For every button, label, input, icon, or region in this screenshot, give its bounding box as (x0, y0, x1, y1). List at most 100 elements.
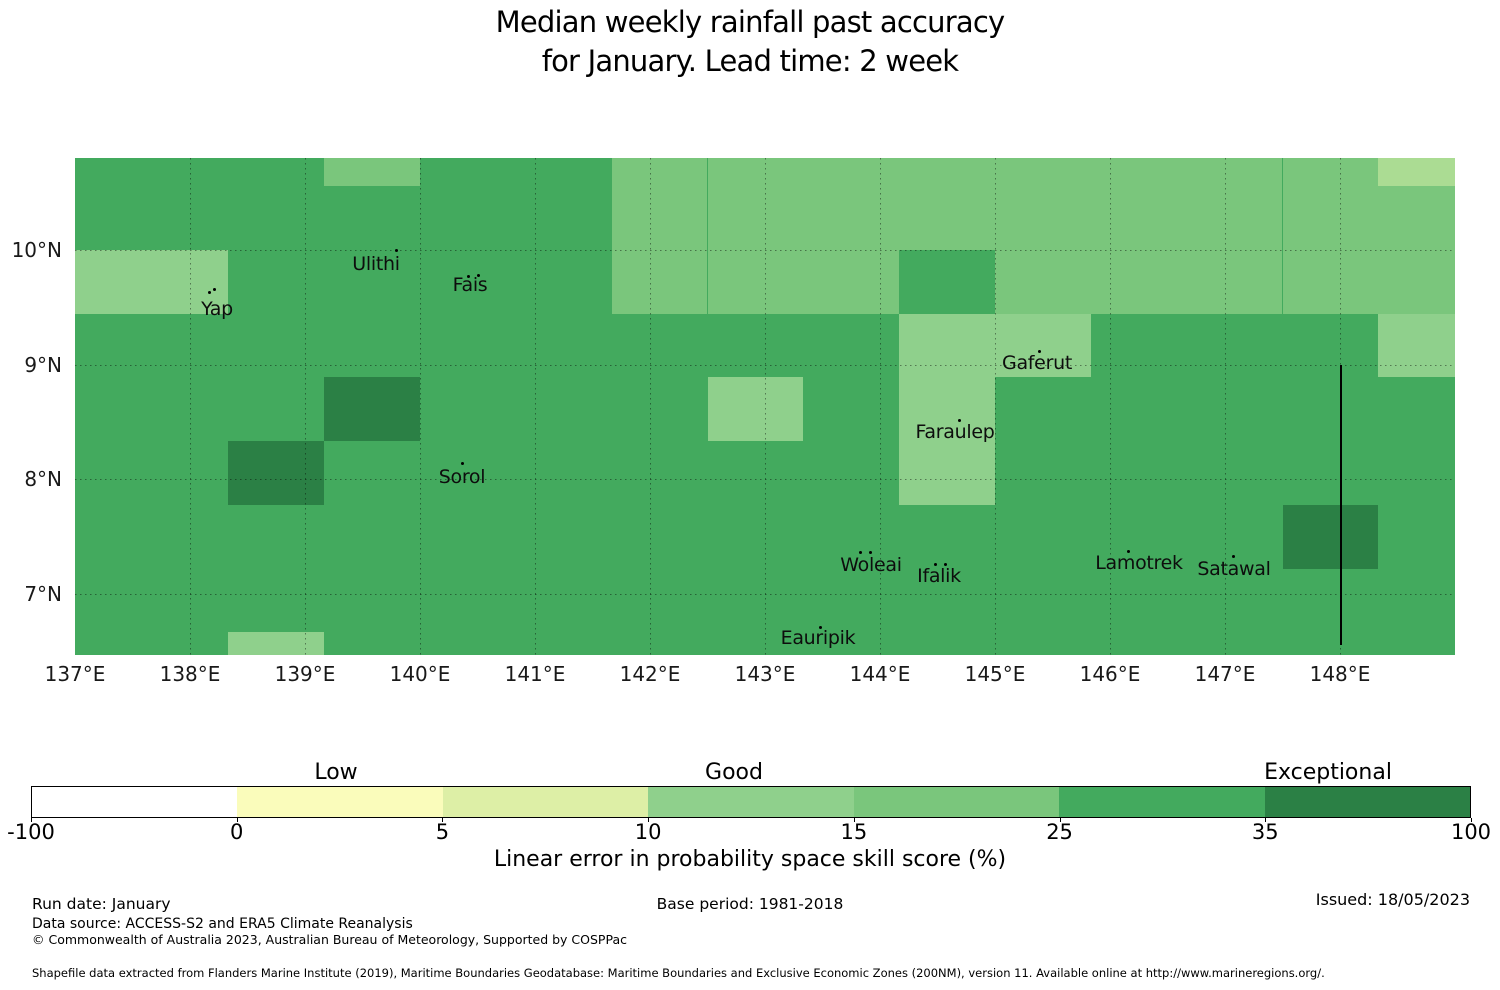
map-cell (515, 568, 612, 633)
map-cell (228, 158, 325, 187)
map-cell (228, 568, 325, 633)
map-cell (75, 186, 133, 250)
map-cell (1090, 568, 1187, 633)
map-cell (324, 313, 420, 378)
map-cell (995, 186, 1091, 250)
gridline-vertical (420, 158, 421, 655)
map-cell (1282, 377, 1379, 442)
colorbar-axis-label: Linear error in probability space skill … (493, 847, 1007, 872)
y-tick-label: 10°N (11, 238, 62, 262)
map-cell (515, 504, 612, 569)
map-cell (132, 441, 229, 505)
map-cell (515, 186, 612, 250)
x-tick-label: 141°E (504, 662, 566, 686)
gridline-vertical (650, 158, 651, 655)
x-tick-label: 148°E (1309, 662, 1371, 686)
island-marker-dot (467, 275, 470, 278)
gridline-vertical (765, 158, 766, 655)
gridline-vertical (880, 158, 881, 655)
gridline-horizontal (75, 250, 1455, 251)
map-cell (611, 632, 708, 655)
map-cell (1186, 186, 1283, 250)
map-cell (132, 377, 229, 442)
map-cell (75, 377, 133, 442)
map-cell (995, 250, 1091, 314)
map-cell (132, 504, 229, 569)
map-cell (1378, 504, 1455, 569)
map-cell (420, 313, 516, 378)
map-cell (1090, 441, 1187, 505)
chart-title: Median weekly rainfall past accuracy for… (0, 3, 1500, 81)
map-cell (132, 250, 229, 314)
island-marker-dot (208, 291, 211, 294)
map-cell (1282, 504, 1379, 569)
x-tick-label: 138°E (159, 662, 221, 686)
map-cell (995, 441, 1091, 505)
map-cell (75, 158, 133, 187)
gridline-vertical (190, 158, 191, 655)
map-cell (1378, 441, 1455, 505)
map-cell (803, 313, 900, 378)
colorbar-tick-label: 35 (1251, 820, 1279, 844)
gridline-vertical (305, 158, 306, 655)
colorbar-segment-35-100 (1264, 787, 1470, 817)
y-tick-label: 9°N (24, 352, 62, 377)
map-cell (1090, 250, 1187, 314)
map-cell (1090, 158, 1187, 187)
colorbar-tick-mark (442, 818, 444, 822)
map-cell (75, 313, 133, 378)
island-label-lamotrek: Lamotrek (1095, 552, 1183, 574)
island-marker-dot (1038, 350, 1041, 353)
footer-copyright: © Commonwealth of Australia 2023, Austra… (32, 932, 627, 947)
map-cell (803, 250, 900, 314)
map-cell (803, 504, 900, 569)
island-marker-dot (477, 274, 480, 277)
map-cell (611, 441, 708, 505)
footer-issued: Issued: 18/05/2023 (1315, 890, 1470, 909)
map-cell (228, 504, 325, 569)
map-cell (995, 377, 1091, 442)
x-tick-label: 142°E (619, 662, 681, 686)
colorbar-tick-label: 5 (435, 820, 450, 844)
colorbar-segment-25-35 (1059, 787, 1265, 817)
chart-title-line1: Median weekly rainfall past accuracy (495, 5, 1006, 39)
map-cell (132, 313, 229, 378)
colorbar-segment-10-15 (648, 787, 854, 817)
map-cell (75, 504, 133, 569)
map-cell (803, 632, 900, 655)
map-cell (515, 158, 612, 187)
gridline-vertical (995, 158, 996, 655)
colorbar-tick-label: 100 (1450, 820, 1492, 844)
footer-base-period: Base period: 1981-2018 (656, 895, 844, 913)
island-label-yap: Yap (201, 298, 233, 320)
map-cell (995, 313, 1091, 378)
map-cell (1282, 568, 1379, 633)
gridline-vertical (535, 158, 536, 655)
x-tick-label: 143°E (734, 662, 796, 686)
map-cell (75, 568, 133, 633)
gridline-horizontal (75, 364, 1455, 366)
map-cell (1090, 186, 1187, 250)
island-label-sorol: Sorol (438, 466, 486, 488)
map-cell (324, 568, 420, 633)
map-cell (611, 313, 708, 378)
map-cell (420, 186, 516, 250)
map-cell (611, 568, 708, 633)
map-cell (611, 186, 708, 250)
map-cell (324, 158, 420, 187)
island-marker-dot (819, 626, 822, 629)
map-cell (995, 158, 1091, 187)
colorbar-tick-mark (853, 818, 855, 822)
y-tick-label: 7°N (24, 581, 62, 606)
map-cell (1090, 504, 1187, 569)
map-cell (420, 568, 516, 633)
map-cell (228, 250, 325, 314)
map-cell (420, 632, 516, 655)
x-tick-label: 137°E (44, 662, 106, 686)
colorbar-segment-15-25 (853, 787, 1060, 817)
map-cell (611, 158, 708, 187)
island-marker-dot (869, 551, 872, 554)
map-cell (899, 250, 995, 314)
map-cell (420, 441, 516, 505)
